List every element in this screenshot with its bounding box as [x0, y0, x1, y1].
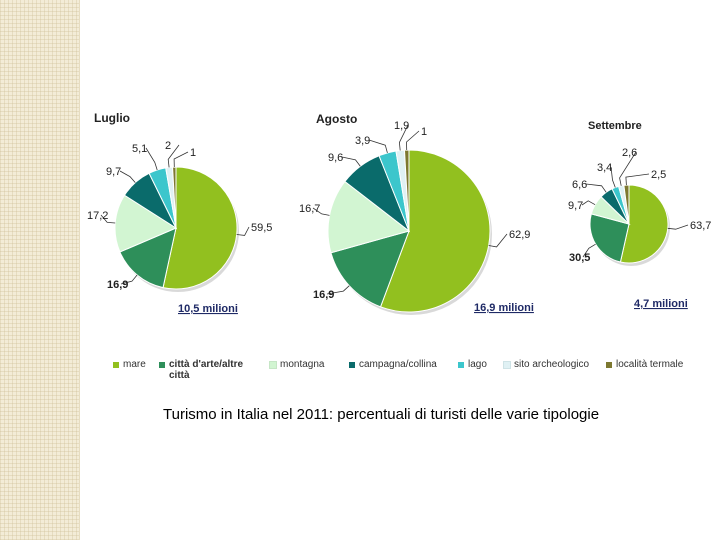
leader-line	[398, 124, 409, 151]
pie-slice-montagna	[114, 194, 178, 253]
slice-value-label: 3,9	[355, 135, 370, 147]
pie-slice-citt-d-arte-altre-citt-	[330, 230, 410, 308]
legend-swatch	[159, 362, 165, 368]
slice-value-label: 5,1	[132, 143, 147, 155]
slice-value-label: 3,4	[597, 162, 612, 174]
slice-value-label: 16,9	[313, 289, 334, 301]
leader-line	[581, 200, 596, 206]
leader-line	[236, 226, 250, 236]
leader-line	[582, 243, 596, 258]
chart-total-label: 4,7 milioni	[634, 298, 688, 310]
decorative-side-strip	[0, 0, 80, 540]
leader-line	[368, 139, 388, 154]
legend-swatch	[458, 362, 464, 368]
legend-label: lago	[468, 359, 487, 370]
slice-value-label: 1	[190, 147, 196, 159]
slide-caption: Turismo in Italia nel 2011: percentuali …	[163, 406, 600, 423]
legend-item-localita-termale: località termale	[606, 359, 683, 370]
leader-line	[173, 151, 189, 168]
pie-slice-mare	[162, 166, 238, 290]
legend-item-campagna: campagna/collina	[349, 359, 437, 370]
slice-value-label: 2,5	[651, 169, 666, 181]
slice-value-label: 62,9	[509, 229, 530, 241]
slice-value-label: 1	[421, 126, 427, 138]
slice-value-label: 2	[165, 140, 171, 152]
slice-value-label: 17,2	[87, 210, 108, 222]
leader-line	[610, 166, 616, 188]
leader-line	[145, 147, 158, 171]
leader-line	[312, 207, 330, 216]
leader-line	[667, 224, 689, 230]
slice-value-label: 9,6	[328, 152, 343, 164]
pie-slice-citt-d-arte-altre-citt-	[589, 213, 630, 263]
leader-line	[326, 285, 350, 295]
pie-charts: 59,5 16,9 17,2 9,7 5,1 2 1 Luglio 10,5 milioni 62…	[87, 111, 711, 315]
leader-line	[619, 151, 637, 186]
chart-total-label: 10,5 milioni	[178, 303, 238, 315]
slice-value-label: 16,7	[299, 203, 320, 215]
legend-item-citta-arte: città d'arte/altre città	[159, 359, 249, 381]
leader-line	[100, 214, 116, 224]
legend-item-mare: mare	[113, 359, 146, 370]
chart-title: Luglio	[94, 111, 130, 125]
legend-label: sito archeologico	[514, 359, 590, 370]
legend-swatch	[503, 361, 511, 369]
chart-total-label: 16,9 milioni	[474, 302, 534, 314]
legend-swatch	[606, 362, 612, 368]
slice-value-label: 1,9	[394, 120, 409, 132]
legend-label: campagna/collina	[359, 359, 437, 370]
legend-label: mare	[123, 359, 146, 370]
slice-value-label: 9,7	[106, 166, 121, 178]
leader-line	[119, 170, 136, 183]
legend-swatch	[113, 362, 119, 368]
pie-slice-localit-termale	[172, 166, 177, 229]
leader-line	[488, 233, 508, 248]
legend-label: montagna	[280, 359, 325, 370]
slice-value-label: 59,5	[251, 222, 272, 234]
legend-item-lago: lago	[458, 359, 487, 370]
slice-value-label: 63,7	[690, 220, 711, 232]
slice-value-label: 9,7	[568, 200, 583, 212]
leader-line	[120, 274, 138, 285]
leader-line	[406, 130, 420, 151]
chart-title: Agosto	[316, 112, 357, 126]
legend-swatch	[269, 361, 277, 369]
pie-slice-montagna	[327, 180, 411, 254]
pie-slice-mare	[619, 184, 669, 264]
legend-label: città d'arte/altre città	[169, 359, 244, 381]
chart-title: Settembre	[588, 120, 642, 132]
pie-slice-mare	[379, 149, 491, 313]
legend-swatch	[349, 362, 355, 368]
legend-label: località termale	[616, 359, 684, 370]
slice-value-label: 2,6	[622, 147, 637, 159]
leader-line	[625, 173, 650, 186]
legend-item-montagna: montagna	[269, 359, 325, 370]
leader-line	[167, 144, 180, 168]
slice-value-label: 16,9	[107, 279, 128, 291]
legend-item-sito-archeologico: sito archeologico	[503, 359, 590, 370]
slice-value-label: 6,6	[572, 179, 587, 191]
leader-line	[585, 183, 607, 193]
slice-value-label: 30,5	[569, 252, 590, 264]
leader-line	[341, 156, 361, 167]
pie-slice-citt-d-arte-altre-citt-	[119, 227, 177, 289]
pie-slice-localit-termale	[403, 149, 410, 232]
